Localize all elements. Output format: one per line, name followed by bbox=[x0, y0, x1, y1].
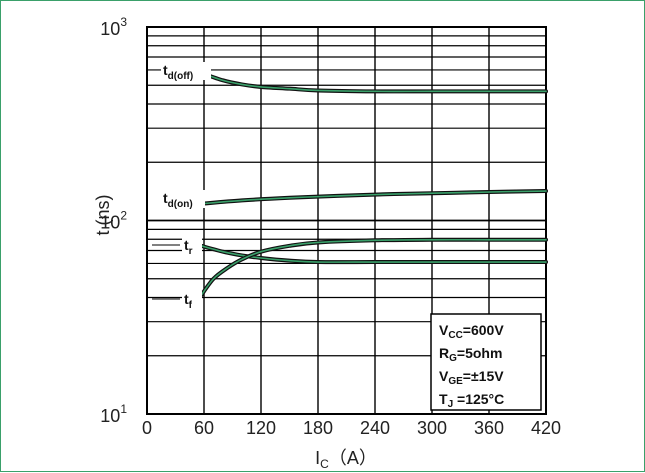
conditions-box-frame bbox=[430, 313, 542, 411]
x-tick-label-300: 300 bbox=[417, 418, 447, 438]
condition-RG: RG=5ohm bbox=[439, 345, 502, 364]
x-tick-label-420: 420 bbox=[531, 418, 561, 438]
label-bg-td(on) bbox=[161, 190, 205, 208]
y-tick-label-10: 101 bbox=[100, 402, 127, 426]
curve-labels: td(off) td(on) tr tf bbox=[152, 62, 211, 311]
curve-tf bbox=[200, 238, 547, 297]
curve-tf-outline bbox=[199, 237, 548, 298]
x-tick-labels: 0 60 120 180 240 300 360 420 bbox=[142, 418, 561, 438]
y-axis-title: t (ns) bbox=[93, 194, 113, 235]
curve-label-tr: tr bbox=[184, 237, 193, 257]
curves bbox=[199, 70, 548, 298]
x-tick-label-120: 120 bbox=[246, 418, 276, 438]
curve-tr bbox=[200, 245, 547, 263]
curve-td(off) bbox=[200, 71, 547, 93]
curve-td(on)-outline bbox=[199, 189, 548, 206]
plot-area bbox=[146, 26, 547, 415]
y-tick-label-100: 102 bbox=[100, 209, 127, 233]
x-axis-title: IC（A） bbox=[315, 448, 377, 471]
conditions-box: VCC=600V RG=5ohm VGE=±15V TJ =125°C bbox=[430, 313, 542, 411]
condition-TJ: TJ =125°C bbox=[439, 391, 504, 410]
plot-border bbox=[146, 26, 547, 415]
label-bg-tf bbox=[182, 291, 202, 309]
label-bg-tr bbox=[182, 237, 202, 255]
y-tick-label-1000: 103 bbox=[100, 15, 127, 39]
curve-label-td(off): td(off) bbox=[163, 62, 193, 82]
x-tick-label-60: 60 bbox=[194, 418, 214, 438]
x-tick-label-360: 360 bbox=[474, 418, 504, 438]
label-bg-td(off) bbox=[161, 62, 211, 80]
x-tick-label-0: 0 bbox=[142, 418, 152, 438]
condition-VGE: VGE=±15V bbox=[439, 368, 504, 387]
x-tick-label-240: 240 bbox=[360, 418, 390, 438]
x-tick-label-180: 180 bbox=[303, 418, 333, 438]
y-tick-labels: 101 102 103 bbox=[100, 15, 127, 426]
condition-VCC: VCC=600V bbox=[439, 322, 504, 341]
curve-label-tf: tf bbox=[184, 291, 193, 311]
curve-td(off)-outline bbox=[199, 70, 548, 94]
curve-label-td(on): td(on) bbox=[163, 190, 193, 210]
curve-td(on) bbox=[200, 190, 547, 205]
